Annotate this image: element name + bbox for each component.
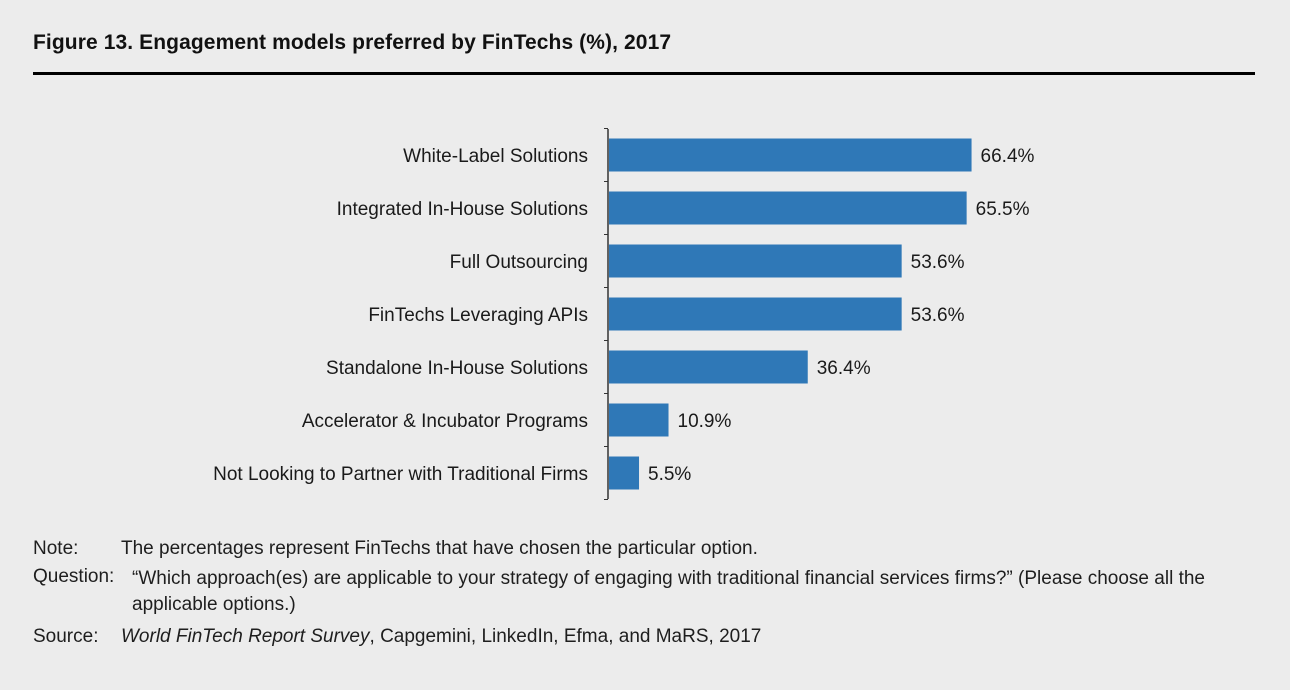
bar <box>609 138 972 172</box>
note-label: Note: <box>33 538 79 559</box>
category-label: Standalone In-House Solutions <box>326 358 588 379</box>
data-label: 65.5% <box>976 199 1030 220</box>
category-label: White-Label Solutions <box>403 146 588 167</box>
data-label: 53.6% <box>911 305 965 326</box>
category-label: FinTechs Leveraging APIs <box>368 305 588 326</box>
bar <box>609 350 808 384</box>
bar <box>609 297 902 331</box>
category-label: Full Outsourcing <box>450 252 588 273</box>
category-label: Integrated In-House Solutions <box>337 199 588 220</box>
source-label: Source: <box>33 626 99 647</box>
bar <box>609 456 640 490</box>
source-row: Source: World FinTech Report Survey, Cap… <box>33 626 1290 648</box>
note-row: Note: The percentages represent FinTechs… <box>33 538 1290 560</box>
bar <box>609 403 669 437</box>
data-label: 53.6% <box>911 252 965 273</box>
question-row: Question: “Which approach(es) are applic… <box>33 566 1290 618</box>
source-title: World FinTech Report Survey <box>121 626 370 647</box>
data-label: 36.4% <box>817 358 871 379</box>
chart-title: Figure 13. Engagement models preferred b… <box>33 31 672 54</box>
chart-notes: Note: The percentages represent FinTechs… <box>33 538 1290 656</box>
source-text: , Capgemini, LinkedIn, Efma, and MaRS, 2… <box>369 626 762 647</box>
question-text: “Which approach(es) are applicable to yo… <box>132 568 1205 615</box>
title-divider <box>33 72 1255 75</box>
data-label: 66.4% <box>981 146 1035 167</box>
category-label: Accelerator & Incubator Programs <box>302 411 588 432</box>
category-label: Not Looking to Partner with Traditional … <box>213 464 588 485</box>
question-label: Question: <box>33 566 115 587</box>
data-label: 5.5% <box>648 464 691 485</box>
data-label: 10.9% <box>678 411 732 432</box>
note-text: The percentages represent FinTechs that … <box>121 538 758 559</box>
bar-chart: White-Label Solutions 66.4% Integrated In-… <box>213 128 1035 500</box>
bar <box>609 191 967 225</box>
bar <box>609 244 902 278</box>
